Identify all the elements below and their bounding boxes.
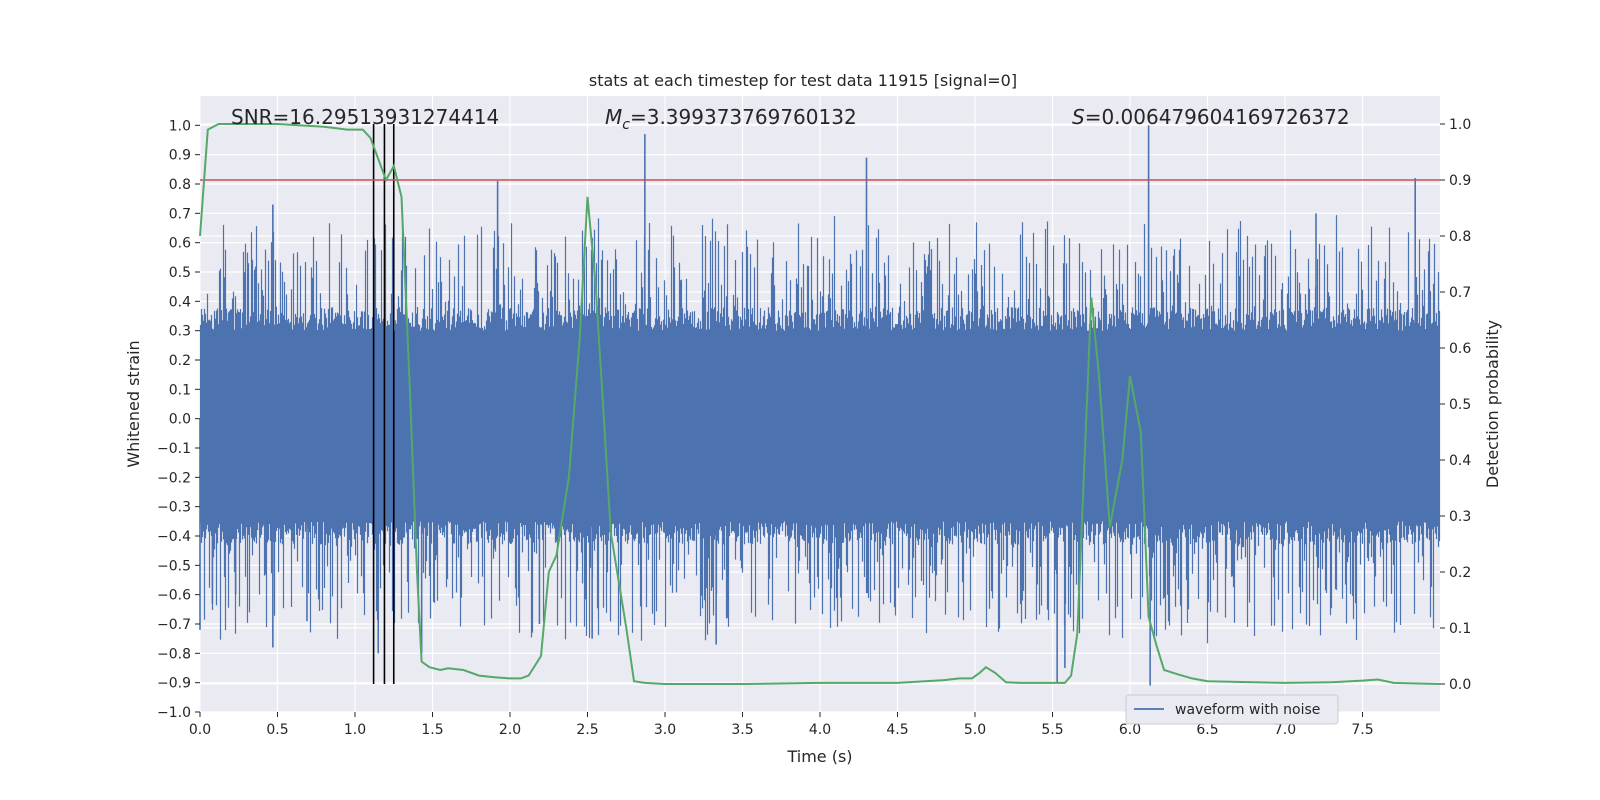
waveform-series [199, 125, 1441, 686]
probability-series [199, 123, 1441, 685]
s-value: =0.006479604169726372 [1085, 105, 1350, 129]
y2-tick-label: 0.6 [1449, 341, 1471, 357]
s-symbol: S [1072, 105, 1085, 129]
x-tick-label: 2.5 [576, 722, 598, 738]
chart-title: stats at each timestep for test data 119… [589, 71, 1017, 90]
y-tick-label: 0.6 [169, 236, 191, 252]
x-axis-label: Time (s) [786, 747, 852, 766]
y2-axis-label: Detection probability [1483, 320, 1502, 488]
y-tick-label: 0.7 [169, 206, 191, 222]
y-tick-label: −0.2 [157, 470, 191, 486]
x-tick-label: 1.5 [421, 722, 443, 738]
y-tick-label: −0.3 [157, 500, 191, 516]
y-tick-label: −0.6 [157, 588, 191, 604]
y-tick-label: 0.2 [169, 353, 191, 369]
legend-box [1125, 694, 1339, 725]
y2-tick-label: 0.0 [1449, 677, 1471, 693]
probability-line [199, 123, 1441, 685]
y2-tick-label: 0.1 [1449, 621, 1471, 637]
x-tick-label: 3.5 [731, 722, 753, 738]
x-tick-label: 7.5 [1351, 722, 1373, 738]
y-axis-label: Whitened strain [124, 340, 143, 467]
y2-axis-ticks: 0.0 0.1 0.2 0.3 0.4 0.5 0.6 0.7 0.8 0.9 1.0 [1440, 117, 1471, 693]
x-tick-label: 3.0 [654, 722, 676, 738]
y-tick-label: −0.8 [157, 646, 191, 662]
y-tick-label: −0.5 [157, 558, 191, 574]
x-tick-label: 5.0 [964, 722, 986, 738]
y2-tick-label: 0.7 [1449, 285, 1471, 301]
y2-tick-label: 0.4 [1449, 453, 1471, 469]
y-tick-label: −0.4 [157, 529, 191, 545]
y-tick-label: −0.1 [157, 441, 191, 457]
y-tick-label: 0.8 [169, 177, 191, 193]
y-tick-label: 0.4 [169, 294, 191, 310]
x-tick-label: 5.5 [1041, 722, 1063, 738]
chirp-mass-symbol: M [605, 105, 622, 129]
y-tick-label: 0.9 [169, 148, 191, 164]
chirp-mass-annotation: Mc=3.399373769760132 [605, 105, 857, 133]
x-tick-label: 0.5 [266, 722, 288, 738]
x-tick-label: 7.0 [1274, 722, 1296, 738]
chirp-mass-value: =3.399373769760132 [630, 105, 857, 129]
chirp-mass-subscript: c [622, 117, 630, 133]
y-tick-label: 0.3 [169, 324, 191, 340]
x-tick-label: 0.0 [189, 722, 211, 738]
x-tick-label: 4.5 [886, 722, 908, 738]
x-tick-label: 2.0 [499, 722, 521, 738]
x-axis-ticks: 0.0 0.5 1.0 1.5 2.0 2.5 3.0 3.5 4.0 4.5 5.0 5.5 6.0 6… [189, 712, 1374, 738]
legend-entry-waveform: waveform with noise [1175, 702, 1320, 718]
snr-annotation: SNR=16.29513931274414 [231, 105, 499, 129]
x-tick-label: 4.0 [809, 722, 831, 738]
y-tick-label: −0.7 [157, 617, 191, 633]
y-tick-label: −1.0 [157, 705, 191, 721]
y-tick-label: 1.0 [169, 118, 191, 134]
s-annotation: S=0.006479604169726372 [1072, 105, 1350, 129]
y2-tick-label: 0.5 [1449, 397, 1471, 413]
y-axis-ticks: −1.0 −0.9 −0.8 −0.7 −0.6 −0.5 −0.4 −0.3 −0.2 −0.1… [157, 118, 200, 721]
legend: waveform with noise [1125, 694, 1339, 725]
x-tick-label: 6.5 [1196, 722, 1218, 738]
y-tick-label: 0.1 [169, 382, 191, 398]
y2-tick-label: 1.0 [1449, 117, 1471, 133]
vertical-lines [372, 124, 395, 684]
y-tick-label: 0.5 [169, 265, 191, 281]
x-tick-label: 6.0 [1119, 722, 1141, 738]
y2-tick-label: 0.8 [1449, 229, 1471, 245]
y2-tick-label: 0.9 [1449, 173, 1471, 189]
y-tick-label: 0.0 [169, 412, 191, 428]
x-tick-label: 1.0 [344, 722, 366, 738]
y2-tick-label: 0.2 [1449, 565, 1471, 581]
y-tick-label: −0.9 [157, 676, 191, 692]
y2-tick-label: 0.3 [1449, 509, 1471, 525]
